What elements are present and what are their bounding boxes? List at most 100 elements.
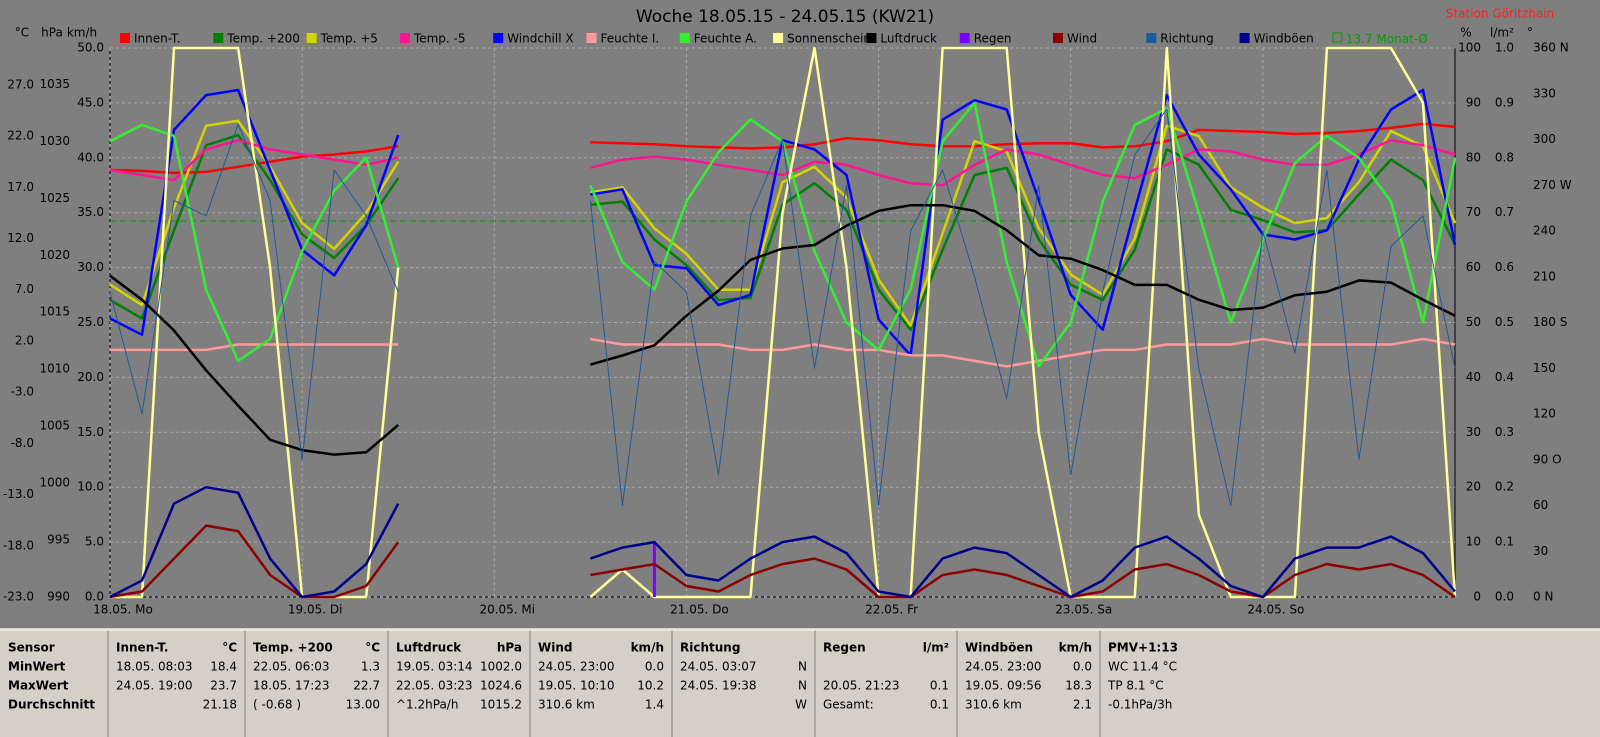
table-cell: Gesamt: [823, 698, 874, 712]
y-tick-label: 20 [1466, 480, 1481, 494]
y-tick-label: 60 [1466, 260, 1481, 274]
table-cell: 10.2 [637, 679, 664, 693]
y-tick-label: 50.0 [77, 41, 104, 55]
column-unit: km/h [631, 641, 664, 655]
legend-label: Wind [1067, 32, 1097, 46]
legend-swatch [399, 33, 410, 43]
y-tick-label: 17.0 [7, 180, 34, 194]
x-tick-label: 18.05. Mo [93, 603, 153, 617]
y-tick-label: 360 N [1533, 41, 1569, 55]
y-tick-label: 15.0 [77, 425, 104, 439]
y-tick-label: 0.0 [1495, 590, 1514, 604]
y-tick-label: 20.0 [77, 370, 104, 384]
y-tick-label: 1020 [39, 248, 70, 262]
table-cell: N [798, 679, 807, 693]
y-tick-label: 90 O [1533, 452, 1562, 466]
column-header: Luftdruck [396, 641, 462, 655]
legend-name: Monat-Ø [1376, 32, 1427, 46]
table-background [0, 628, 1600, 737]
background [0, 0, 1600, 628]
y-tick-label: 1035 [39, 77, 70, 91]
table-cell: 24.05. 23:00 [965, 660, 1042, 674]
y-tick-label: 5.0 [85, 535, 104, 549]
table-cell: 1024.6 [480, 679, 522, 693]
y-tick-label: -8.0 [11, 436, 34, 450]
y-tick-label: 0.7 [1495, 205, 1514, 219]
legend-swatch [1146, 33, 1157, 43]
column-unit: l/m² [923, 641, 949, 655]
y-tick-label: 40 [1466, 370, 1481, 384]
y-tick-label: 0.4 [1495, 370, 1514, 384]
table-cell: 19.05. 09:56 [965, 679, 1042, 693]
y-tick-label: 1030 [39, 134, 70, 148]
y-tick-label: 1015 [39, 305, 70, 319]
y-tick-label: 80 [1466, 150, 1481, 164]
column-header: Wind [538, 641, 572, 655]
table-cell: 22.7 [353, 679, 380, 693]
y-tick-label: 1.0 [1495, 41, 1514, 55]
table-cell: 1002.0 [480, 660, 522, 674]
legend-label: Temp. +200 [226, 32, 300, 46]
legend-swatch [493, 33, 504, 43]
column-unit: km/h [1059, 641, 1092, 655]
column-header: Temp. +200 [253, 641, 333, 655]
stats-table: Sensor MinWert MaxWert Durchschnitt Innen-T.… [0, 629, 1600, 737]
y-tick-label: 1000 [39, 476, 70, 490]
column-unit: °C [222, 641, 237, 655]
column-header: Regen [823, 641, 866, 655]
y-tick-label: 0.1 [1495, 535, 1514, 549]
table-cell: -0.1hPa/3h [1108, 698, 1172, 712]
axis-label: hPa [41, 26, 63, 40]
x-tick-label: 20.05. Mi [479, 603, 535, 617]
table-cell: 2.1 [1073, 698, 1092, 712]
column-unit: hPa [497, 641, 522, 655]
legend-label: Windchill X [507, 32, 573, 46]
column-header: Windböen [965, 641, 1033, 655]
x-tick-label: 24.05. So [1247, 603, 1304, 617]
y-tick-label: 30.0 [77, 260, 104, 274]
legend-label: Windböen [1254, 32, 1314, 46]
series-line [109, 88, 1457, 357]
y-tick-label: 27.0 [7, 77, 34, 91]
table-cell: 310.6 km [538, 698, 595, 712]
table-cell: ( -0.68 ) [253, 698, 301, 712]
table-cell: N [798, 660, 807, 674]
legend-swatch [959, 33, 970, 43]
series-line [109, 203, 1456, 456]
table-cell: 310.6 km [965, 698, 1022, 712]
table-cell: 19.05. 03:14 [396, 660, 473, 674]
series-line [109, 108, 1456, 506]
row-label: Durchschnitt [8, 698, 95, 712]
table-cell: 23.7 [210, 679, 237, 693]
axis-label: km/h [67, 26, 97, 40]
y-tick-label: 0.9 [1495, 95, 1514, 109]
y-tick-label: 300 [1533, 132, 1556, 146]
row-label: MinWert [8, 660, 65, 674]
table-cell: 0.0 [1073, 660, 1092, 674]
table-cell: 0.1 [930, 698, 949, 712]
column-header: Richtung [680, 641, 740, 655]
table-cell: 21.18 [203, 698, 237, 712]
series-line [109, 101, 1457, 368]
legend-swatch [1239, 33, 1250, 43]
legend-swatch [120, 33, 130, 43]
y-tick-label: 100 [1458, 41, 1481, 55]
y-tick-label: 90 [1466, 95, 1481, 109]
table-cell: 18.05. 17:23 [253, 679, 330, 693]
x-tick-label: 21.05. Do [670, 603, 729, 617]
table-cell: 20.05. 21:23 [823, 679, 900, 693]
axis-label: l/m² [1490, 26, 1514, 40]
table-cell: 1.3 [361, 660, 380, 674]
y-tick-label: 0 [1473, 590, 1481, 604]
table-cell: 18.4 [210, 660, 237, 674]
y-tick-label: 1005 [39, 419, 70, 433]
x-tick-label: 19.05. Di [288, 603, 343, 617]
legend-swatch [1332, 32, 1343, 43]
legend-swatch [866, 33, 877, 43]
y-tick-label: 0.8 [1495, 150, 1514, 164]
y-tick-label: 45.0 [77, 95, 104, 109]
y-tick-label: 2.0 [15, 333, 34, 347]
legend-label: Luftdruck [880, 32, 937, 46]
y-tick-label: 22.0 [7, 129, 34, 143]
